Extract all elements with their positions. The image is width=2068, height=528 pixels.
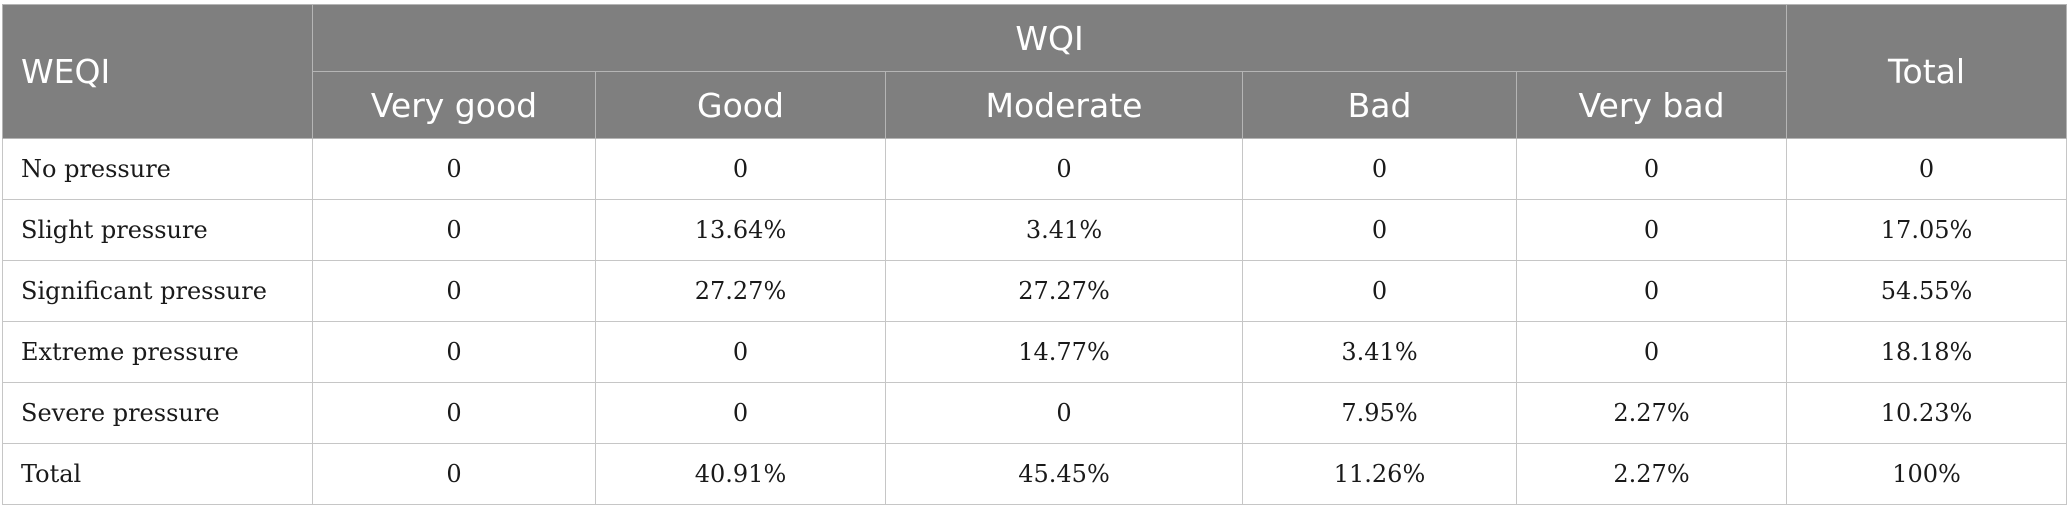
table-cell: 0 (1242, 260, 1517, 322)
table-cell: 0 (885, 382, 1243, 444)
column-header: Good (595, 71, 886, 139)
table-cell: 0 (1515, 260, 1788, 322)
row-label: Slight pressure (2, 199, 313, 261)
row-total-cell: 100% (1786, 443, 2068, 505)
row-label: Significant pressure (2, 260, 313, 322)
table-cell: 0 (312, 199, 596, 261)
table-cell: 13.64% (595, 199, 886, 261)
total-header: Total (1786, 4, 2068, 139)
table-cell: 40.91% (595, 443, 886, 505)
table-row: Slight pressure 0 13.64% 3.41% 0 0 17.05… (2, 199, 2068, 261)
row-label-header: WEQI (2, 4, 313, 139)
row-total-cell: 0 (1786, 138, 2068, 200)
table-row: Significant pressure 0 27.27% 27.27% 0 0… (2, 260, 2068, 322)
table-row: Extreme pressure 0 0 14.77% 3.41% 0 18.1… (2, 321, 2068, 383)
weqi-wqi-table: WEQI WQI Total Very good Good Moderate B… (2, 4, 2068, 505)
table-cell: 0 (1242, 199, 1517, 261)
column-header: Very bad (1515, 71, 1788, 139)
row-label: Extreme pressure (2, 321, 313, 383)
table-body: No pressure 0 0 0 0 0 0 Slight pressure … (2, 138, 2068, 505)
column-header: Moderate (885, 71, 1243, 139)
table-cell: 45.45% (885, 443, 1243, 505)
table-cell: 0 (312, 260, 596, 322)
row-label: Severe pressure (2, 382, 313, 444)
table-row: No pressure 0 0 0 0 0 0 (2, 138, 2068, 200)
table-container: WEQI WQI Total Very good Good Moderate B… (2, 4, 2068, 505)
row-label: Total (2, 443, 313, 505)
table-row: Severe pressure 0 0 0 7.95% 2.27% 10.23% (2, 382, 2068, 444)
table-cell: 27.27% (885, 260, 1243, 322)
table-cell: 0 (312, 443, 596, 505)
table-cell: 3.41% (885, 199, 1243, 261)
table-cell: 3.41% (1242, 321, 1517, 383)
table-row-total: Total 0 40.91% 45.45% 11.26% 2.27% 100% (2, 443, 2068, 505)
column-header: Bad (1242, 71, 1517, 139)
table-cell: 0 (312, 138, 596, 200)
group-header: WQI (311, 4, 1788, 72)
table-cell: 0 (885, 138, 1243, 200)
row-total-cell: 18.18% (1786, 321, 2068, 383)
table-cell: 0 (1515, 138, 1788, 200)
table-cell: 11.26% (1242, 443, 1517, 505)
table-cell: 7.95% (1242, 382, 1517, 444)
column-header: Very good (312, 71, 596, 139)
row-label: No pressure (2, 138, 313, 200)
row-total-cell: 54.55% (1786, 260, 2068, 322)
table-cell: 14.77% (885, 321, 1243, 383)
table-cell: 2.27% (1515, 443, 1788, 505)
table-cell: 0 (595, 321, 886, 383)
table-cell: 0 (595, 382, 886, 444)
table-cell: 0 (312, 321, 596, 383)
table-cell: 27.27% (595, 260, 886, 322)
table-cell: 0 (595, 138, 886, 200)
table-cell: 0 (1242, 138, 1517, 200)
row-total-cell: 10.23% (1786, 382, 2068, 444)
table-cell: 0 (312, 382, 596, 444)
row-total-cell: 17.05% (1786, 199, 2068, 261)
header-row-2: Very good Good Moderate Bad Very bad (3, 71, 2067, 139)
table-header: WEQI WQI Total Very good Good Moderate B… (2, 4, 2068, 139)
table-cell: 2.27% (1515, 382, 1788, 444)
table-cell: 0 (1515, 321, 1788, 383)
table-cell: 0 (1515, 199, 1788, 261)
header-row-1: WEQI WQI Total (2, 4, 2068, 139)
